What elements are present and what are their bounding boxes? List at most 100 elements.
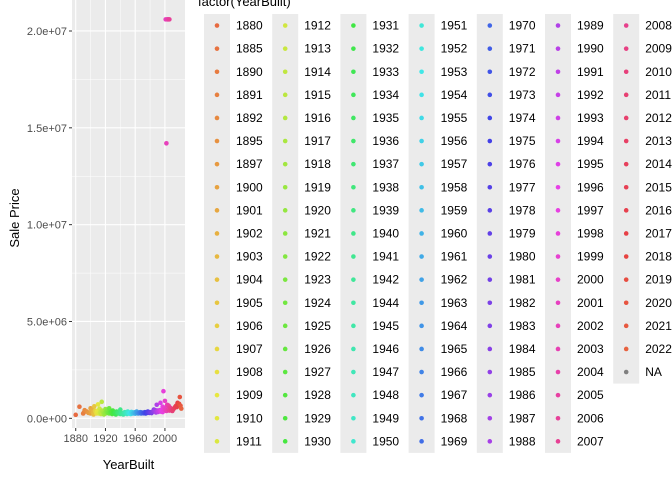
legend-key bbox=[419, 369, 424, 375]
legend-label: 1984 bbox=[509, 342, 536, 356]
legend-label: 1947 bbox=[372, 365, 399, 379]
legend-key bbox=[351, 92, 356, 98]
legend-key bbox=[623, 323, 629, 329]
data-point bbox=[95, 402, 101, 407]
legend-label: 1891 bbox=[236, 88, 263, 102]
legend-label: 2000 bbox=[577, 273, 604, 287]
legend-key bbox=[214, 138, 220, 144]
legend-label: 1897 bbox=[236, 157, 263, 171]
legend-label: 2006 bbox=[577, 411, 604, 425]
legend-key bbox=[351, 23, 356, 28]
legend-key bbox=[351, 300, 356, 306]
legend-title: factor(YearBuilt) bbox=[198, 0, 291, 9]
legend-key bbox=[282, 69, 288, 75]
legend-key bbox=[282, 254, 288, 259]
legend-label: 1942 bbox=[372, 273, 399, 287]
legend-key bbox=[214, 231, 220, 236]
legend-label: 1987 bbox=[509, 411, 536, 425]
legend-key bbox=[623, 300, 629, 306]
data-point bbox=[73, 412, 79, 418]
legend-key bbox=[214, 23, 220, 28]
legend-key bbox=[282, 439, 288, 444]
legend-label: 2001 bbox=[577, 296, 604, 310]
legend-label: 2017 bbox=[645, 226, 672, 240]
legend-key bbox=[487, 231, 493, 236]
legend-label: 1996 bbox=[577, 180, 604, 194]
y-tick-label: 0.0e+00 bbox=[27, 413, 67, 425]
legend-label: 1880 bbox=[236, 19, 263, 33]
legend-key bbox=[487, 323, 493, 329]
legend-key bbox=[555, 46, 561, 51]
legend-label: 2021 bbox=[645, 319, 672, 333]
legend-key bbox=[487, 369, 493, 375]
legend-label: 1900 bbox=[236, 180, 263, 194]
legend-label: 1921 bbox=[304, 226, 331, 240]
legend-key bbox=[487, 439, 493, 444]
legend-key-column bbox=[613, 14, 640, 384]
legend-label: 1913 bbox=[304, 42, 331, 56]
data-point bbox=[92, 404, 97, 409]
legend-label: 1998 bbox=[577, 226, 604, 240]
legend-key bbox=[555, 208, 561, 213]
legend-key bbox=[623, 208, 629, 213]
legend-label: 1925 bbox=[304, 319, 331, 333]
legend-key bbox=[214, 392, 220, 398]
legend-key bbox=[351, 231, 356, 236]
legend-key bbox=[487, 300, 493, 306]
legend-label: 1908 bbox=[236, 365, 263, 379]
legend-key bbox=[282, 369, 288, 375]
legend-key bbox=[214, 415, 220, 421]
legend-key bbox=[555, 392, 561, 398]
legend-label: 1976 bbox=[509, 157, 536, 171]
legend-label: 2003 bbox=[577, 342, 604, 356]
x-axis-title: YearBuilt bbox=[103, 457, 155, 472]
legend-label: 1905 bbox=[236, 296, 263, 310]
legend-label: 2020 bbox=[645, 296, 672, 310]
legend-key bbox=[623, 23, 629, 28]
legend-label: 1946 bbox=[372, 342, 399, 356]
legend-label: 1917 bbox=[304, 134, 331, 148]
legend-key bbox=[351, 392, 356, 398]
legend-key bbox=[282, 92, 288, 98]
legend-key bbox=[623, 161, 629, 167]
legend-label: 1956 bbox=[441, 134, 468, 148]
legend-label: 1935 bbox=[372, 111, 399, 125]
legend-label: 1986 bbox=[509, 388, 536, 402]
legend-label: 1931 bbox=[372, 19, 399, 33]
legend-key bbox=[214, 254, 220, 259]
legend-label: 1922 bbox=[304, 250, 331, 264]
legend-key bbox=[487, 69, 493, 75]
legend-key bbox=[487, 346, 493, 352]
legend-label: 1966 bbox=[441, 365, 468, 379]
legend-label: 1901 bbox=[236, 203, 263, 217]
legend-key bbox=[555, 346, 561, 352]
legend-label: 1960 bbox=[441, 226, 468, 240]
legend-label: 1945 bbox=[372, 319, 399, 333]
legend-key bbox=[282, 161, 288, 167]
legend-label: 2013 bbox=[645, 134, 672, 148]
legend-label: 1982 bbox=[509, 296, 536, 310]
legend-key bbox=[351, 46, 356, 51]
legend-label: 1990 bbox=[577, 42, 604, 56]
legend-key bbox=[214, 69, 220, 75]
legend-label: 2018 bbox=[645, 250, 672, 264]
legend-label: 1936 bbox=[372, 134, 399, 148]
data-point bbox=[162, 398, 168, 404]
legend-label: 1965 bbox=[441, 342, 468, 356]
legend-key bbox=[623, 369, 629, 375]
legend-label: 1928 bbox=[304, 388, 331, 402]
legend-label: 1997 bbox=[577, 203, 604, 217]
legend-key bbox=[487, 184, 493, 190]
legend-label: 1963 bbox=[441, 296, 468, 310]
data-point bbox=[77, 404, 82, 409]
legend-key bbox=[282, 46, 288, 51]
y-tick-label: 1.0e+07 bbox=[27, 220, 67, 232]
y-axis-ticks: 0.0e+00 5.0e+06 1.0e+07 1.5e+07 2.0e+07 bbox=[27, 26, 72, 425]
legend-key bbox=[282, 184, 288, 190]
legend-key bbox=[623, 184, 629, 190]
legend-key bbox=[282, 138, 288, 144]
legend-key bbox=[419, 208, 424, 213]
legend-label: 1907 bbox=[236, 342, 263, 356]
legend-label: 1959 bbox=[441, 203, 468, 217]
legend-label: 2022 bbox=[645, 342, 672, 356]
